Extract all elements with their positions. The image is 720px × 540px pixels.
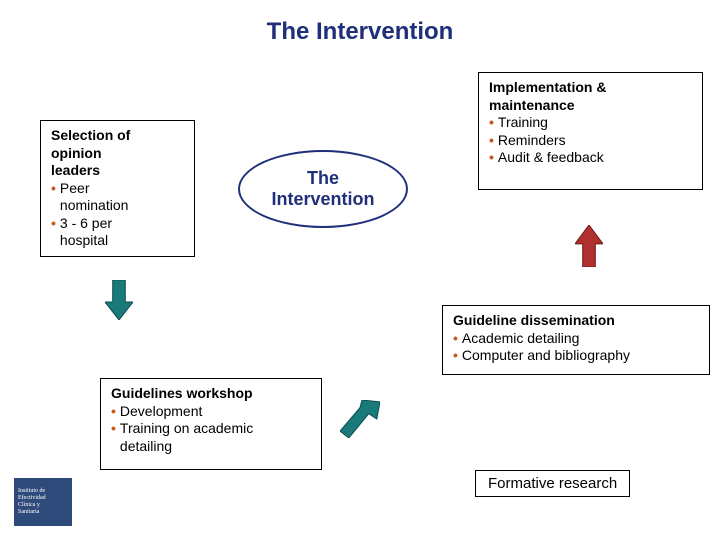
arrow-up-red xyxy=(575,225,603,267)
box-header-line: Guidelines workshop xyxy=(111,385,311,403)
bullet-text: detailing xyxy=(120,438,172,456)
center-line2: Intervention xyxy=(271,189,374,209)
bullet-text: 3 - 6 per xyxy=(60,215,112,233)
page-title: The Intervention xyxy=(0,18,720,46)
bullet-dot: • xyxy=(111,403,116,421)
box-header-line: Implementation & xyxy=(489,79,692,97)
box-workshop: Guidelines workshop•Development•Training… xyxy=(100,378,322,470)
box-header-line: Selection of xyxy=(51,127,184,145)
box-header-line: maintenance xyxy=(489,97,692,115)
box-selection: Selection ofopinionleaders•Peer•nominati… xyxy=(40,120,195,257)
box-implementation: Implementation &maintenance•Training•Rem… xyxy=(478,72,703,190)
bullet-dot: • xyxy=(111,420,116,438)
logo-line-1: Efectividad xyxy=(18,495,68,502)
bullet-text: Training on academic xyxy=(120,420,253,438)
bullet-line: •Training xyxy=(489,114,692,132)
bullet-text: Training xyxy=(498,114,548,132)
bullet-line: •nomination xyxy=(51,197,184,215)
logo-line-3: Sanitaria xyxy=(18,509,68,516)
formative-box: Formative research xyxy=(475,470,630,497)
title-text: The Intervention xyxy=(267,18,454,45)
bullet-line: •Reminders xyxy=(489,132,692,150)
bullet-dot: • xyxy=(489,149,494,167)
box-header-line: Guideline dissemination xyxy=(453,312,699,330)
center-label: The Intervention xyxy=(271,168,374,210)
logo-line-2: Clínica y xyxy=(18,502,68,509)
institute-logo: Instituto de Efectividad Clínica y Sanit… xyxy=(14,478,72,526)
bullet-dot: • xyxy=(489,114,494,132)
bullet-text: hospital xyxy=(60,232,108,250)
bullet-text: Audit & feedback xyxy=(498,149,604,167)
bullet-text: Reminders xyxy=(498,132,566,150)
bullet-line: •Training on academic xyxy=(111,420,311,438)
bullet-text: Development xyxy=(120,403,203,421)
bullet-text: Peer xyxy=(60,180,90,198)
arrow-down-teal xyxy=(105,280,133,320)
logo-line-0: Instituto de xyxy=(18,488,68,495)
formative-text: Formative research xyxy=(488,475,617,492)
bullet-text: Computer and bibliography xyxy=(462,347,630,365)
bullet-line: •hospital xyxy=(51,232,184,250)
bullet-line: •Peer xyxy=(51,180,184,198)
bullet-text: nomination xyxy=(60,197,129,215)
bullet-line: •Development xyxy=(111,403,311,421)
bullet-line: •Academic detailing xyxy=(453,330,699,348)
bullet-dot: • xyxy=(489,132,494,150)
bullet-dot: • xyxy=(51,180,56,198)
bullet-line: •3 - 6 per xyxy=(51,215,184,233)
arrow-diag-teal xyxy=(340,400,380,438)
bullet-dot: • xyxy=(51,215,56,233)
center-oval: The Intervention xyxy=(238,150,408,228)
box-header-line: leaders xyxy=(51,162,184,180)
bullet-dot: • xyxy=(453,330,458,348)
bullet-line: •Audit & feedback xyxy=(489,149,692,167)
box-dissemination: Guideline dissemination•Academic detaili… xyxy=(442,305,710,375)
bullet-dot: • xyxy=(453,347,458,365)
bullet-text: Academic detailing xyxy=(462,330,580,348)
bullet-line: •detailing xyxy=(111,438,311,456)
box-header-line: opinion xyxy=(51,145,184,163)
bullet-line: •Computer and bibliography xyxy=(453,347,699,365)
center-line1: The xyxy=(307,168,339,188)
